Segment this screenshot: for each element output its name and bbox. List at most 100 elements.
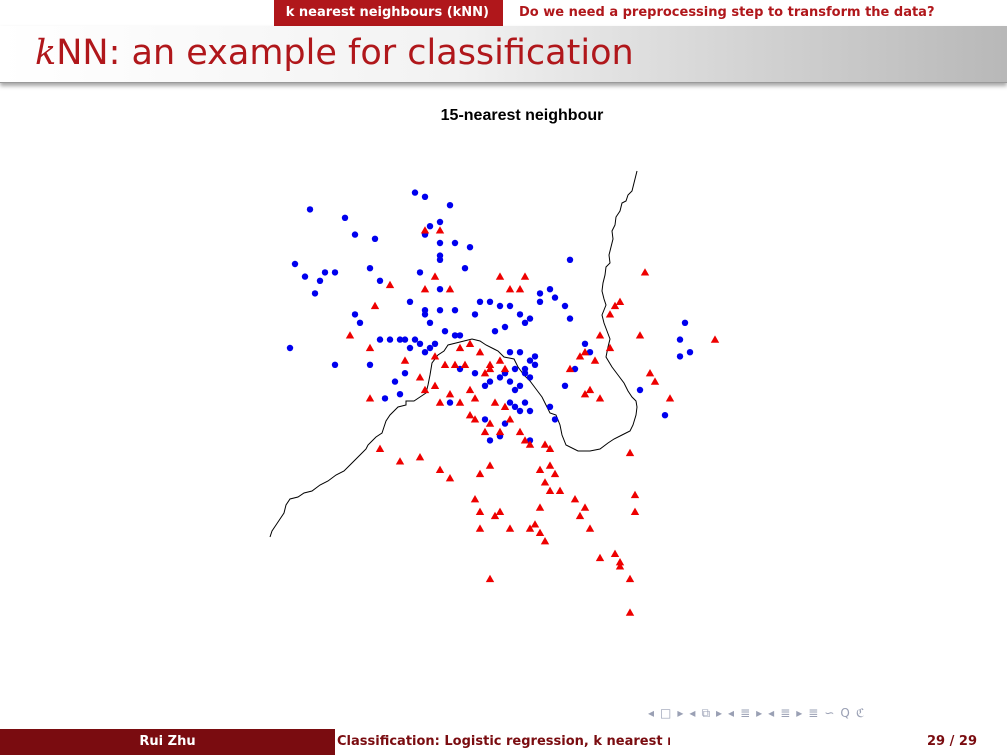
triangle-point-103 (500, 364, 510, 373)
triangle-point-50 (365, 394, 375, 402)
circle-point-3 (371, 235, 379, 242)
triangle-point-60 (490, 511, 500, 520)
nav-symbol-10[interactable]: ≣ (780, 706, 792, 720)
circle-point-104 (486, 437, 494, 444)
triangle-point-18 (440, 360, 450, 368)
circle-point-9 (331, 269, 339, 276)
triangle-point-92 (580, 390, 590, 398)
triangle-point-24 (460, 360, 470, 368)
triangle-point-52 (415, 453, 425, 461)
triangle-point-96 (650, 377, 660, 385)
triangle-point-32 (465, 411, 475, 419)
triangle-point-85 (595, 331, 605, 339)
nav-symbol-7[interactable]: ≣ (740, 706, 752, 720)
triangle-point-20 (435, 398, 445, 406)
circle-point-32 (436, 307, 444, 314)
nav-symbol-13[interactable]: ∽ (824, 706, 836, 720)
circle-point-88 (546, 403, 554, 410)
circle-point-97 (551, 416, 559, 423)
circle-point-49 (351, 311, 359, 318)
triangle-point-10 (370, 301, 380, 310)
circle-point-8 (311, 290, 319, 297)
nav-symbol-12[interactable]: ≣ (808, 706, 820, 720)
circle-point-7 (321, 269, 329, 276)
circle-point-51 (476, 298, 484, 305)
circle-point-96 (526, 437, 534, 444)
circle-point-26 (461, 265, 469, 272)
circle-point-110 (396, 391, 404, 398)
nav-symbol-1[interactable]: □ (660, 706, 673, 720)
triangle-point-40 (515, 427, 525, 436)
triangle-point-61 (495, 507, 505, 515)
circle-point-91 (586, 349, 594, 356)
circle-point-102 (676, 353, 684, 360)
circle-point-33 (451, 307, 459, 314)
triangle-point-5 (445, 285, 455, 293)
nav-symbol-11[interactable]: ▸ (796, 706, 804, 720)
triangle-point-91 (640, 268, 650, 276)
circle-point-42 (421, 349, 429, 356)
triangle-point-26 (485, 364, 495, 373)
nav-symbol-3[interactable]: ◂ (689, 706, 697, 720)
triangle-point-14 (430, 352, 440, 360)
nav-symbol-8[interactable]: ▸ (756, 706, 764, 720)
circle-point-17 (426, 223, 434, 230)
nav-symbol-6[interactable]: ◂ (728, 706, 736, 720)
nav-symbol-4[interactable]: ⧉ (701, 706, 712, 720)
circle-point-12 (286, 344, 294, 352)
triangle-point-93 (585, 385, 595, 394)
circle-point-93 (566, 256, 574, 263)
nav-symbol-15[interactable]: ℭ (855, 706, 866, 720)
triangle-point-17 (450, 360, 460, 368)
triangle-point-22 (445, 390, 455, 398)
circle-point-72 (511, 365, 519, 373)
triangle-point-74 (595, 553, 605, 562)
nav-symbol-14[interactable]: Q (840, 706, 851, 720)
circle-point-5 (301, 273, 309, 280)
circle-point-92 (566, 315, 574, 322)
triangle-point-48 (540, 478, 550, 486)
circle-point-58 (546, 286, 554, 293)
circle-point-70 (531, 361, 539, 368)
triangle-point-43 (540, 440, 550, 448)
slide-title-text: NN: an example for classification (56, 33, 634, 73)
slide-title-math: k (35, 33, 57, 73)
triangle-point-13 (400, 356, 410, 364)
triangle-point-4 (420, 285, 430, 293)
triangle-point-102 (495, 356, 505, 364)
nav-subsection[interactable]: Do we need a preprocessing step to trans… (519, 5, 935, 20)
nav-symbol-5[interactable]: ▸ (716, 706, 724, 720)
circle-point-71 (521, 370, 529, 377)
circle-point-16 (446, 202, 454, 209)
triangle-point-8 (495, 272, 505, 280)
triangle-point-87 (605, 310, 615, 318)
circle-point-22 (436, 239, 444, 247)
series-triangles (345, 226, 720, 616)
triangle-point-81 (565, 364, 575, 373)
triangle-point-16 (465, 339, 475, 347)
nav-symbol-2[interactable]: ▸ (677, 706, 685, 720)
triangle-point-27 (485, 360, 495, 368)
circle-point-41 (406, 344, 414, 352)
triangle-point-11 (345, 331, 355, 339)
footer-author: Rui Zhu (0, 729, 335, 755)
circle-point-4 (291, 260, 299, 268)
circle-point-66 (516, 349, 524, 356)
triangle-point-6 (505, 285, 515, 293)
triangle-point-98 (710, 335, 720, 343)
triangle-point-3 (430, 272, 440, 280)
nav-symbol-0[interactable]: ◂ (648, 706, 656, 720)
circle-point-1 (341, 214, 349, 221)
nav-symbol-9[interactable]: ◂ (768, 706, 776, 720)
circle-point-15 (421, 193, 429, 200)
triangle-point-70 (570, 495, 580, 503)
circle-point-31 (426, 319, 434, 326)
circle-point-85 (516, 407, 524, 415)
circle-point-100 (681, 319, 689, 326)
triangle-point-79 (625, 608, 635, 616)
nav-section-current[interactable]: k nearest neighbours (kNN) (273, 0, 503, 26)
circle-point-80 (471, 370, 479, 377)
circle-point-86 (521, 399, 529, 406)
circle-point-46 (386, 336, 394, 343)
circle-point-20 (451, 239, 459, 247)
